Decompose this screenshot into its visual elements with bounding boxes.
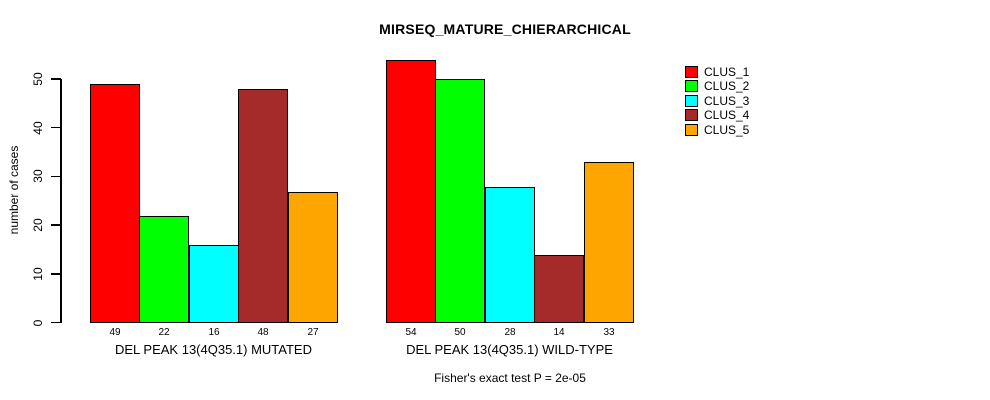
bar-clus_2-group1 <box>139 216 189 323</box>
bar-clus_1-group1 <box>90 84 140 323</box>
bar-value-label: 49 <box>109 327 121 338</box>
y-tick-label: 50 <box>31 72 45 86</box>
bar-clus_5-group1 <box>288 192 338 323</box>
legend-swatch <box>685 94 698 107</box>
legend-item-clus_3: CLUS_3 <box>685 94 749 108</box>
bar-clus_2-group2 <box>435 79 485 323</box>
y-tick-label: 20 <box>31 218 45 232</box>
y-tick-label: 40 <box>31 121 45 135</box>
y-axis-label: number of cases <box>7 145 21 235</box>
legend-swatch <box>685 66 698 78</box>
y-tick <box>51 126 61 129</box>
legend-item-clus_2: CLUS_2 <box>685 79 749 93</box>
bar-value-label: 27 <box>307 327 319 338</box>
y-axis <box>60 79 62 323</box>
legend-swatch <box>685 123 698 136</box>
bar-clus_4-group1 <box>238 89 288 323</box>
legend-swatch <box>685 109 698 122</box>
chart-title: MIRSEQ_MATURE_CHIERARCHICAL <box>379 21 631 37</box>
bar-value-label: 54 <box>405 327 417 338</box>
bar-clus_1-group2 <box>386 60 436 323</box>
legend-label: CLUS_1 <box>704 65 750 79</box>
bar-value-label: 48 <box>257 327 269 338</box>
y-tick <box>51 321 61 324</box>
legend-label: CLUS_3 <box>704 93 750 108</box>
legend-label: CLUS_5 <box>704 122 750 137</box>
bar-clus_5-group2 <box>584 162 634 323</box>
group-label: DEL PEAK 13(4Q35.1) WILD-TYPE <box>406 342 613 357</box>
legend-item-clus_1: CLUS_1 <box>685 65 749 79</box>
legend-item-clus_5: CLUS_5 <box>685 123 749 137</box>
legend-item-clus_4: CLUS_4 <box>685 108 749 122</box>
bar-value-label: 14 <box>553 327 565 338</box>
y-tick <box>51 175 61 178</box>
bar-value-label: 33 <box>603 327 615 338</box>
y-tick <box>51 273 61 275</box>
y-tick-label: 10 <box>31 267 45 281</box>
legend: CLUS_1 CLUS_2 CLUS_3 CLUS_4 CLUS_5 <box>685 65 749 137</box>
fisher-test-annotation: Fisher's exact test P = 2e-05 <box>434 371 586 385</box>
bar-value-label: 28 <box>504 327 516 338</box>
legend-label: CLUS_2 <box>704 79 750 94</box>
bar-value-label: 22 <box>158 327 170 338</box>
bar-clus_3-group1 <box>189 245 239 323</box>
legend-label: CLUS_4 <box>704 108 750 123</box>
y-tick-label: 30 <box>31 169 45 184</box>
y-tick <box>51 78 61 80</box>
y-tick <box>51 224 61 226</box>
y-tick-label: 0 <box>31 319 45 326</box>
bar-value-label: 16 <box>208 327 220 338</box>
bar-clus_3-group2 <box>485 187 535 323</box>
bar-clus_4-group2 <box>534 255 584 323</box>
bar-value-label: 50 <box>454 327 466 338</box>
legend-swatch <box>685 80 698 93</box>
group-label: DEL PEAK 13(4Q35.1) MUTATED <box>115 342 312 357</box>
